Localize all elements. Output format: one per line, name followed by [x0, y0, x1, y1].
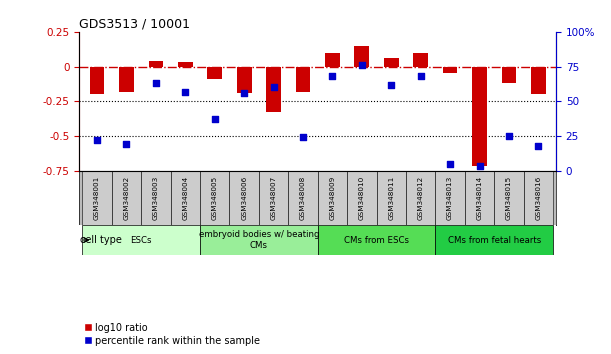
Bar	[82, 225, 200, 255]
Text: GSM348008: GSM348008	[300, 176, 306, 220]
Bar	[112, 171, 141, 225]
Bar	[296, 67, 310, 92]
Bar	[119, 67, 134, 92]
Text: CMs from ESCs: CMs from ESCs	[344, 235, 409, 245]
Bar	[502, 67, 516, 83]
Bar	[472, 67, 487, 166]
Bar	[325, 53, 340, 67]
Bar	[90, 67, 104, 94]
Bar	[200, 225, 318, 255]
Bar	[141, 171, 170, 225]
Bar	[494, 171, 524, 225]
Point	[416, 73, 426, 79]
Bar	[230, 171, 259, 225]
Bar	[384, 58, 398, 67]
Bar	[82, 171, 112, 225]
Bar	[318, 225, 436, 255]
Legend: log10 ratio, percentile rank within the sample: log10 ratio, percentile rank within the …	[84, 323, 260, 346]
Bar	[288, 171, 318, 225]
Point	[122, 142, 131, 147]
Text: GSM348007: GSM348007	[271, 176, 277, 220]
Bar	[376, 171, 406, 225]
Text: GSM348002: GSM348002	[123, 176, 130, 220]
Text: GSM348006: GSM348006	[241, 176, 247, 220]
Bar	[200, 171, 230, 225]
Text: GSM348001: GSM348001	[94, 176, 100, 220]
Bar	[354, 46, 369, 67]
Bar	[436, 171, 465, 225]
Text: GSM348005: GSM348005	[212, 176, 218, 220]
Point	[504, 133, 514, 139]
Text: GSM348015: GSM348015	[506, 176, 512, 220]
Text: GSM348003: GSM348003	[153, 176, 159, 220]
Point	[298, 135, 308, 140]
Bar	[259, 171, 288, 225]
Point	[210, 116, 219, 122]
Text: CMs from fetal hearts: CMs from fetal hearts	[448, 235, 541, 245]
Text: cell type: cell type	[80, 235, 122, 245]
Point	[357, 62, 367, 68]
Bar	[531, 67, 546, 94]
Text: GSM348014: GSM348014	[477, 176, 483, 220]
Bar	[170, 171, 200, 225]
Text: GDS3513 / 10001: GDS3513 / 10001	[79, 18, 191, 31]
Text: GSM348004: GSM348004	[182, 176, 188, 220]
Point	[327, 73, 337, 79]
Text: GSM348011: GSM348011	[388, 176, 394, 220]
Text: GSM348009: GSM348009	[329, 176, 335, 220]
Bar	[465, 171, 494, 225]
Text: GSM348010: GSM348010	[359, 176, 365, 220]
Bar	[318, 171, 347, 225]
Text: embryoid bodies w/ beating
CMs: embryoid bodies w/ beating CMs	[199, 230, 319, 250]
Bar	[347, 171, 376, 225]
Point	[269, 85, 279, 90]
Text: ESCs: ESCs	[131, 235, 152, 245]
Bar	[148, 61, 163, 67]
Bar	[207, 67, 222, 79]
Point	[445, 161, 455, 166]
Bar	[443, 67, 458, 74]
Point	[180, 89, 190, 95]
Point	[386, 82, 396, 87]
Bar	[266, 67, 281, 112]
Point	[475, 164, 485, 169]
Point	[151, 80, 161, 86]
Point	[533, 143, 543, 148]
Bar	[413, 53, 428, 67]
Text: GSM348012: GSM348012	[418, 176, 423, 220]
Point	[92, 137, 102, 143]
Text: GSM348013: GSM348013	[447, 176, 453, 220]
Point	[240, 90, 249, 96]
Bar	[524, 171, 553, 225]
Text: GSM348016: GSM348016	[535, 176, 541, 220]
Bar	[436, 225, 553, 255]
Bar	[237, 67, 252, 93]
Bar	[178, 62, 192, 67]
Bar	[406, 171, 436, 225]
